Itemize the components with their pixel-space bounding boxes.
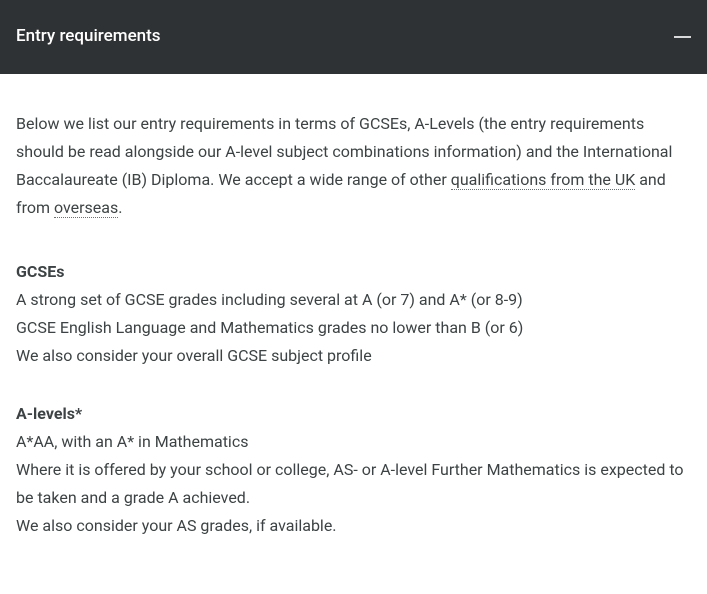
- gcse-heading: GCSEs: [16, 258, 691, 286]
- gcse-line-1: A strong set of GCSE grades including se…: [16, 286, 691, 314]
- gcse-line-2: GCSE English Language and Mathematics gr…: [16, 314, 691, 342]
- qualifications-uk-link[interactable]: qualifications from the UK: [451, 170, 636, 190]
- overseas-link[interactable]: overseas: [54, 198, 118, 218]
- alevels-section: A-levels* A*AA, with an A* in Mathematic…: [16, 400, 691, 540]
- alevels-heading: A-levels*: [16, 400, 691, 428]
- alevels-line-1: A*AA, with an A* in Mathematics: [16, 428, 691, 456]
- intro-paragraph: Below we list our entry requirements in …: [16, 110, 691, 222]
- gcse-line-3: We also consider your overall GCSE subje…: [16, 342, 691, 370]
- gcse-section: GCSEs A strong set of GCSE grades includ…: [16, 258, 691, 370]
- accordion-title: Entry requirements: [16, 22, 161, 52]
- alevels-line-3: We also consider your AS grades, if avai…: [16, 512, 691, 540]
- alevels-line-2: Where it is offered by your school or co…: [16, 456, 691, 512]
- collapse-icon: [674, 36, 691, 38]
- accordion-header[interactable]: Entry requirements: [0, 0, 707, 74]
- intro-text-3: .: [118, 198, 122, 217]
- accordion-content: Below we list our entry requirements in …: [0, 74, 707, 594]
